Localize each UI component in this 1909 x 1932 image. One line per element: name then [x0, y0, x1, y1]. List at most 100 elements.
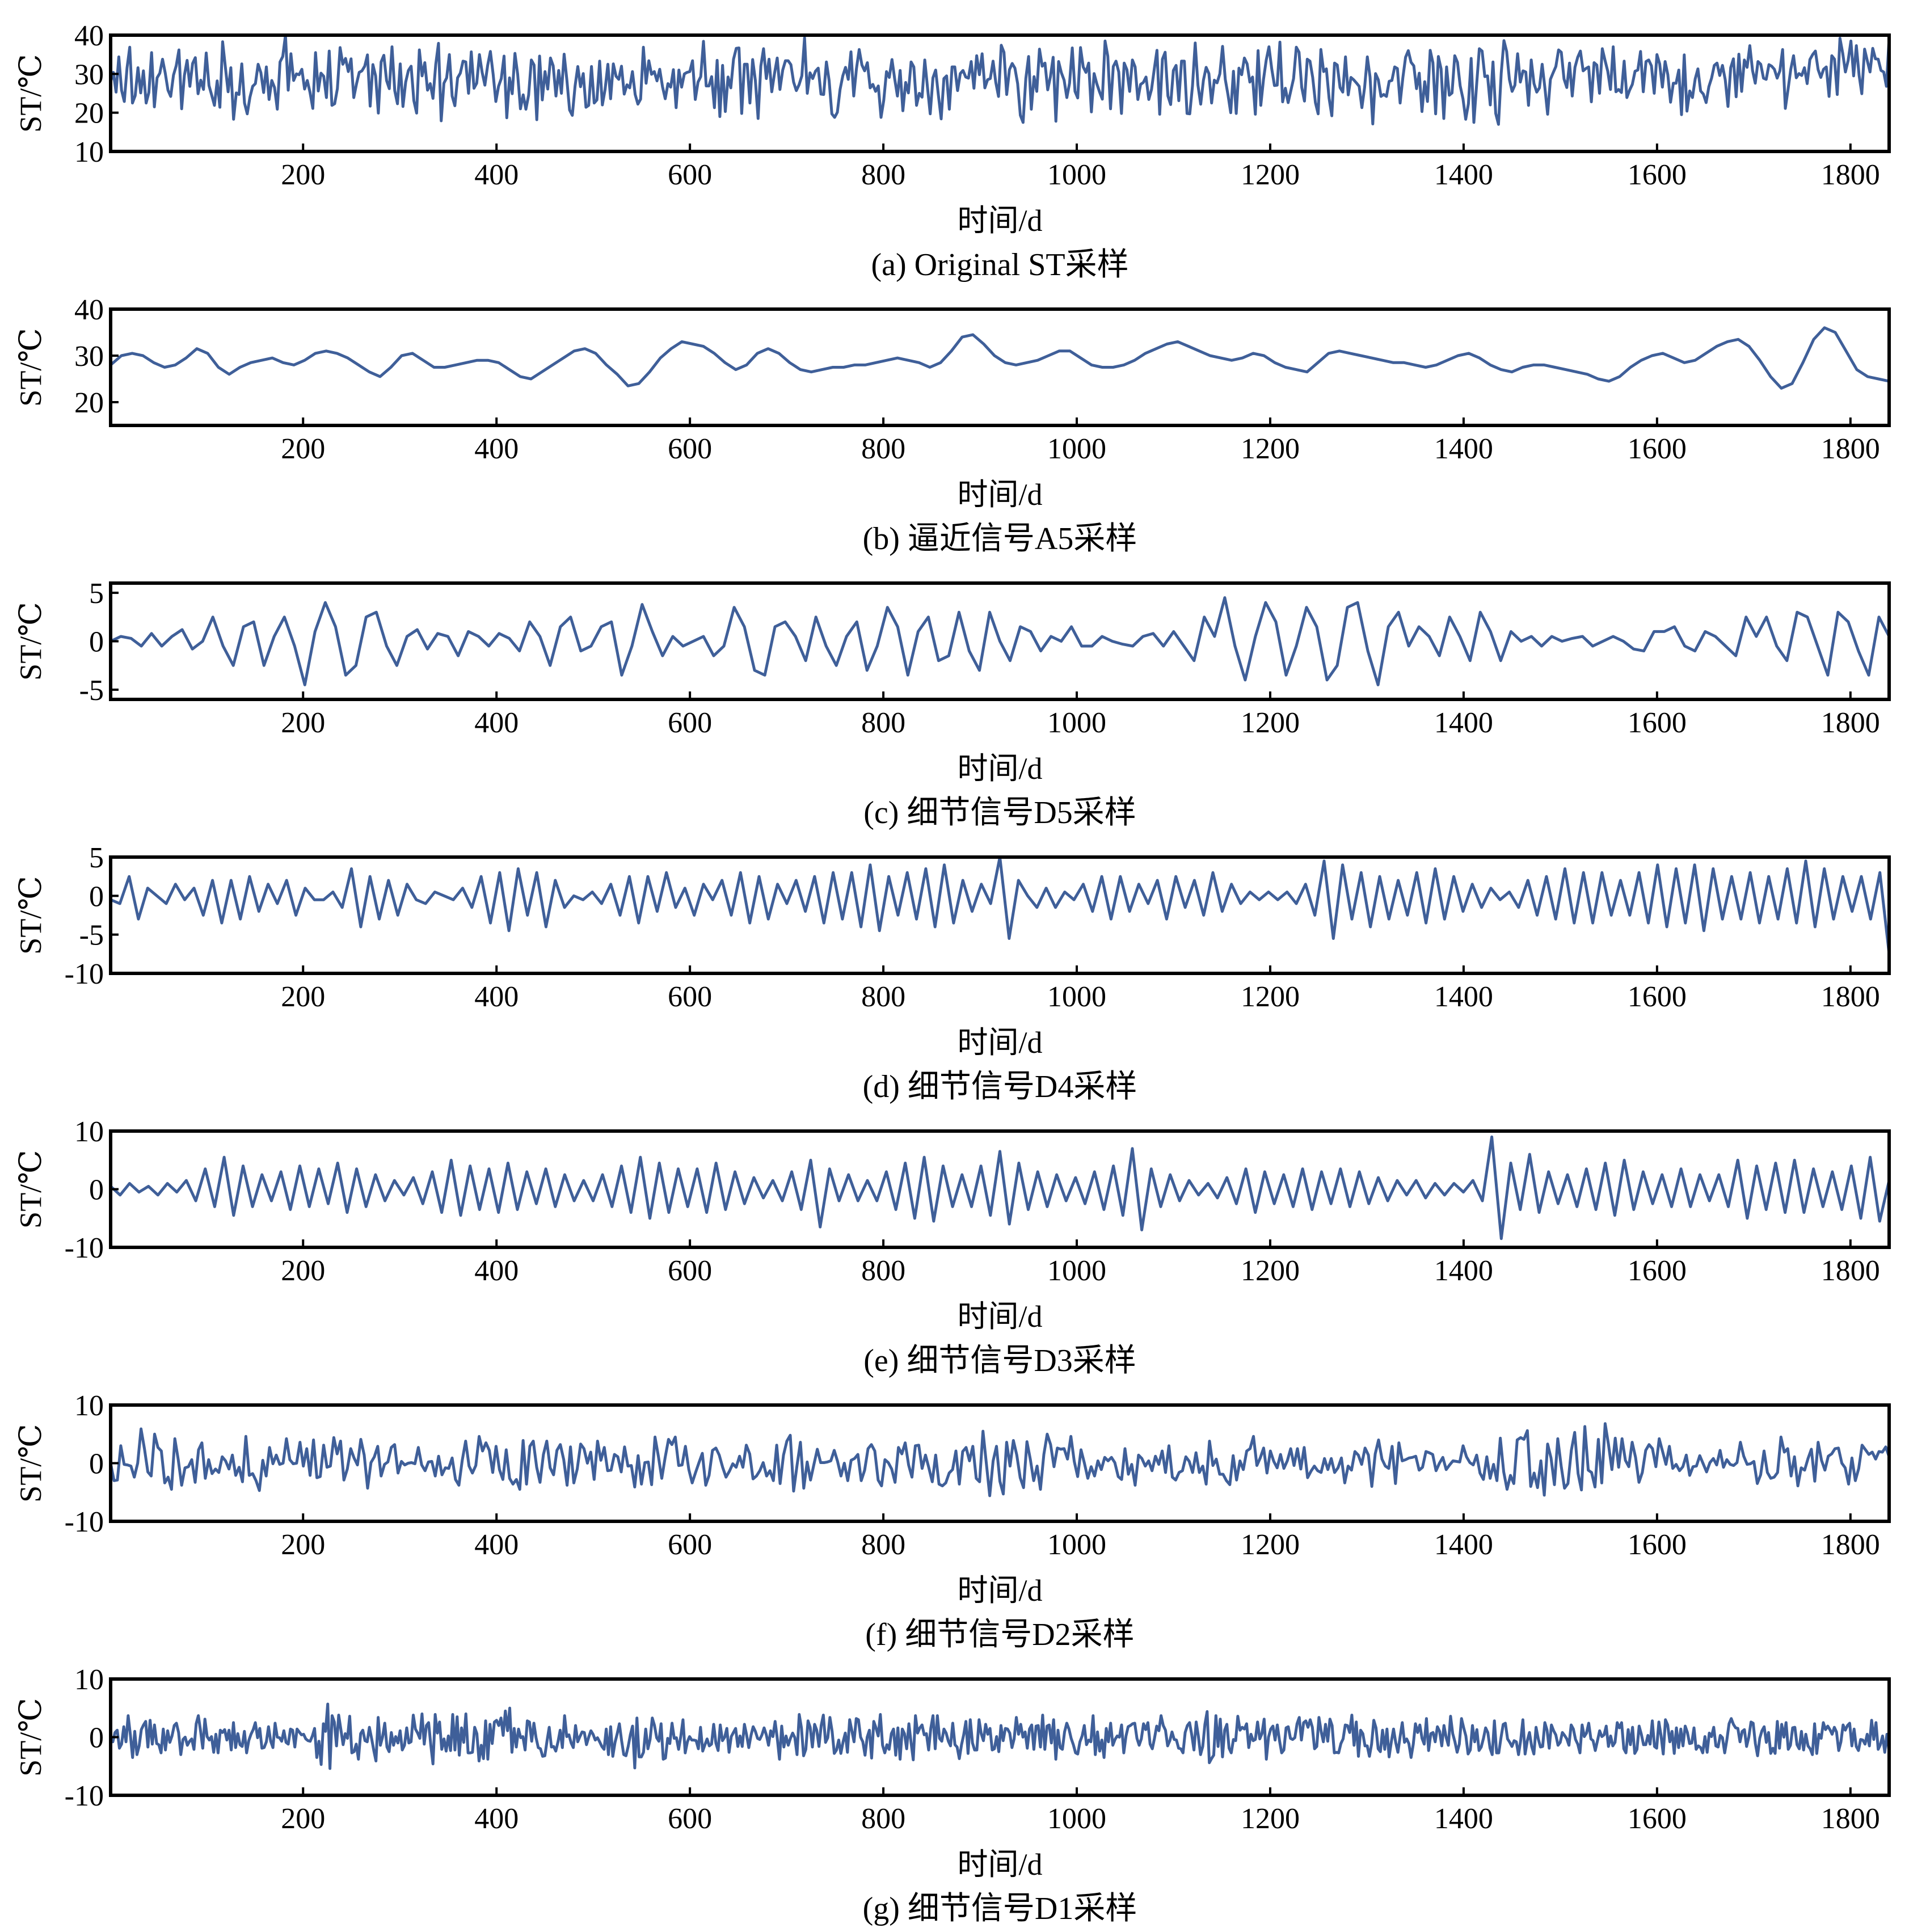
- x-tick-label: 200: [281, 1255, 325, 1287]
- y-tick-label: -5: [79, 919, 104, 952]
- x-tick-label: 1400: [1434, 159, 1493, 191]
- x-tick-label: 400: [474, 1255, 519, 1287]
- y-tick-label: 20: [74, 98, 104, 130]
- x-axis-label: 时间/d: [957, 1026, 1042, 1060]
- x-tick-label: 1000: [1047, 1255, 1106, 1287]
- panel-g: 200 400 600 800 1000 1200 1400 1600 1800 -10 0 10 ST…: [14, 1664, 1891, 1926]
- x-tick-label: 1800: [1821, 159, 1880, 191]
- x-tick-label: 1400: [1434, 433, 1493, 465]
- x-tick-label: 1800: [1821, 1529, 1880, 1561]
- x-tick-label: 1600: [1628, 1255, 1687, 1287]
- y-tick-label: 5: [89, 842, 104, 874]
- x-tick-label: 1800: [1821, 981, 1880, 1013]
- y-tick-label: 0: [89, 1174, 104, 1207]
- y-tick-label: 0: [89, 1722, 104, 1754]
- y-tick-label: 10: [74, 1664, 104, 1696]
- x-tick-label: 600: [668, 159, 712, 191]
- panel-caption: (g) 细节信号D1采样: [863, 1891, 1137, 1926]
- x-tick-label: 1200: [1241, 1255, 1300, 1287]
- x-tick-label: 600: [668, 1255, 712, 1287]
- x-tick-label: 1000: [1047, 981, 1106, 1013]
- x-tick-label: 1200: [1241, 707, 1300, 739]
- y-tick-label: 30: [74, 340, 104, 373]
- panel-d: 200 400 600 800 1000 1200 1400 1600 1800 -10 -5 0 5 S…: [14, 842, 1891, 1104]
- plot-frame-f: [109, 1403, 1891, 1523]
- y-tick-label: 5: [89, 577, 104, 610]
- y-tick-label: 0: [89, 1448, 104, 1480]
- x-tick-label: 200: [281, 1803, 325, 1835]
- x-tick-label: 1000: [1047, 1529, 1106, 1561]
- y-tick-label: -10: [65, 1780, 104, 1812]
- y-axis-label: ST/℃: [14, 328, 48, 406]
- x-tick-label: 800: [861, 159, 905, 191]
- x-axis-label: 时间/d: [957, 204, 1042, 238]
- y-axis-label: ST/℃: [14, 54, 48, 132]
- x-tick-label: 1800: [1821, 707, 1880, 739]
- x-axis-label: 时间/d: [957, 1847, 1042, 1882]
- x-tick-label: 600: [668, 707, 712, 739]
- panel-f: 200 400 600 800 1000 1200 1400 1600 1800 -10 0 10 ST…: [14, 1390, 1891, 1652]
- series-line-c-0: [109, 596, 1891, 686]
- y-tick-label: 40: [74, 294, 104, 326]
- x-tick-label: 1400: [1434, 1529, 1493, 1561]
- series-line-e-0: [109, 1135, 1891, 1241]
- x-tick-label: 600: [668, 433, 712, 465]
- x-tick-label: 400: [474, 1529, 519, 1561]
- x-tick-label: 1000: [1047, 707, 1106, 739]
- plot-frame-d: [109, 855, 1891, 975]
- y-tick-label: 10: [74, 1390, 104, 1422]
- y-axis-label: ST/℃: [14, 1424, 48, 1502]
- x-tick-label: 1400: [1434, 981, 1493, 1013]
- panel-caption: (f) 细节信号D2采样: [865, 1617, 1134, 1652]
- x-tick-label: 1800: [1821, 1803, 1880, 1835]
- panel-caption: (a) Original ST采样: [871, 247, 1128, 282]
- y-tick-label: 0: [89, 626, 104, 659]
- y-tick-label: 40: [74, 20, 104, 52]
- x-tick-label: 1000: [1047, 159, 1106, 191]
- plot-frame-e: [109, 1129, 1891, 1249]
- x-tick-label: 1200: [1241, 981, 1300, 1013]
- x-tick-label: 200: [281, 981, 325, 1013]
- series-line-a-0: [109, 33, 1891, 126]
- x-tick-label: 1600: [1628, 1529, 1687, 1561]
- series-line-g-0: [109, 1702, 1891, 1770]
- y-tick-label: -5: [79, 674, 104, 707]
- x-tick-label: 1400: [1434, 1803, 1493, 1835]
- y-tick-label: 20: [74, 387, 104, 419]
- x-tick-label: 800: [861, 1803, 905, 1835]
- x-tick-label: 1200: [1241, 1529, 1300, 1561]
- x-tick-label: 1200: [1241, 1803, 1300, 1835]
- y-tick-label: -10: [65, 1506, 104, 1538]
- series-line-d-0: [109, 855, 1891, 956]
- y-tick-label: 0: [89, 880, 104, 913]
- x-tick-label: 800: [861, 981, 905, 1013]
- x-tick-label: 1600: [1628, 433, 1687, 465]
- x-tick-label: 600: [668, 1803, 712, 1835]
- series-line-b-0: [109, 326, 1891, 390]
- x-axis-label: 时间/d: [957, 478, 1042, 512]
- x-tick-label: 1800: [1821, 1255, 1880, 1287]
- x-tick-label: 1600: [1628, 159, 1687, 191]
- x-tick-label: 1200: [1241, 433, 1300, 465]
- x-tick-label: 200: [281, 433, 325, 465]
- panel-b: 200 400 600 800 1000 1200 1400 1600 1800 20 30 40 ST…: [14, 294, 1891, 556]
- panel-a: 200 400 600 800 1000 1200 1400 1600 1800 10 20 30 40…: [14, 20, 1891, 282]
- panel-caption: (e) 细节信号D3采样: [863, 1343, 1136, 1378]
- x-tick-label: 1000: [1047, 433, 1106, 465]
- x-tick-label: 1400: [1434, 707, 1493, 739]
- panel-caption: (b) 逼近信号A5采样: [863, 521, 1137, 556]
- x-axis-label: 时间/d: [957, 1574, 1042, 1608]
- x-tick-label: 1600: [1628, 1803, 1687, 1835]
- x-tick-label: 200: [281, 1529, 325, 1561]
- x-tick-label: 1400: [1434, 1255, 1493, 1287]
- x-tick-label: 800: [861, 433, 905, 465]
- x-tick-label: 800: [861, 1529, 905, 1561]
- plot-frame-a: [109, 33, 1891, 153]
- y-axis-label: ST/℃: [14, 1698, 48, 1776]
- x-axis-label: 时间/d: [957, 1300, 1042, 1334]
- y-tick-label: 10: [74, 136, 104, 168]
- plot-frame-b: [109, 307, 1891, 427]
- x-tick-label: 200: [281, 159, 325, 191]
- x-tick-label: 800: [861, 707, 905, 739]
